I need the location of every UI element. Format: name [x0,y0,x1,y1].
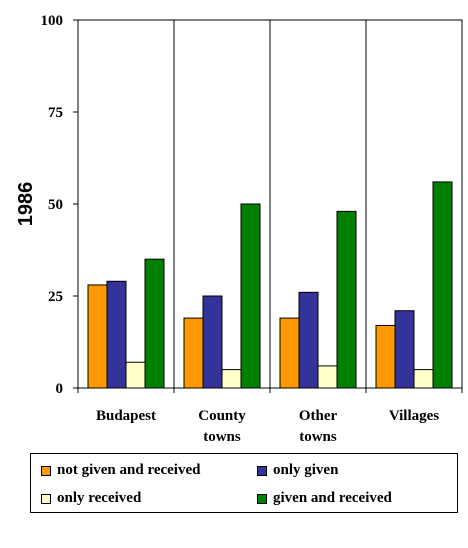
category-label: towns [203,429,241,445]
legend: not given and received only given only r… [30,453,458,513]
bar [317,365,338,389]
bar [394,310,415,389]
legend-swatch [41,465,51,476]
bar [375,324,396,389]
category-label: Other [299,408,338,424]
legend-swatch [41,493,51,504]
category-label: towns [299,429,337,445]
legend-label: only given [273,462,339,478]
y-axis-label: 1986 [15,182,37,227]
legend-item-only-given: only given [257,462,338,479]
bar [106,280,127,389]
plot-area: 0 25 50 75 100 Budapest County towns Other towns V… [41,13,463,445]
legend-item-given-and-received: given and received [257,490,392,507]
bar [279,317,300,389]
category-label: Villages [389,408,439,424]
y-tick-label: 0 [56,381,64,397]
legend-swatch [257,465,267,476]
legend-label: not given and received [57,462,201,478]
bar [125,361,146,389]
category-label: County [198,408,246,424]
legend-label: only received [57,490,142,506]
bar [240,203,261,389]
category-label: Budapest [96,408,156,424]
bar [221,369,242,389]
legend-item-only-received: only received [41,490,141,507]
legend-label: given and received [273,490,392,506]
bar [413,369,434,389]
y-tick-label: 100 [41,13,64,29]
y-tick-label: 25 [48,289,63,305]
bar [298,291,319,389]
y-tick-label: 50 [48,197,63,213]
bar [183,317,204,389]
bar [144,258,165,389]
bar [202,295,223,389]
legend-swatch [257,493,267,504]
bar [432,181,453,389]
legend-item-not-given-and-received: not given and received [41,462,200,479]
bar [336,210,357,389]
bar [87,284,108,389]
y-tick-label: 75 [48,105,63,121]
